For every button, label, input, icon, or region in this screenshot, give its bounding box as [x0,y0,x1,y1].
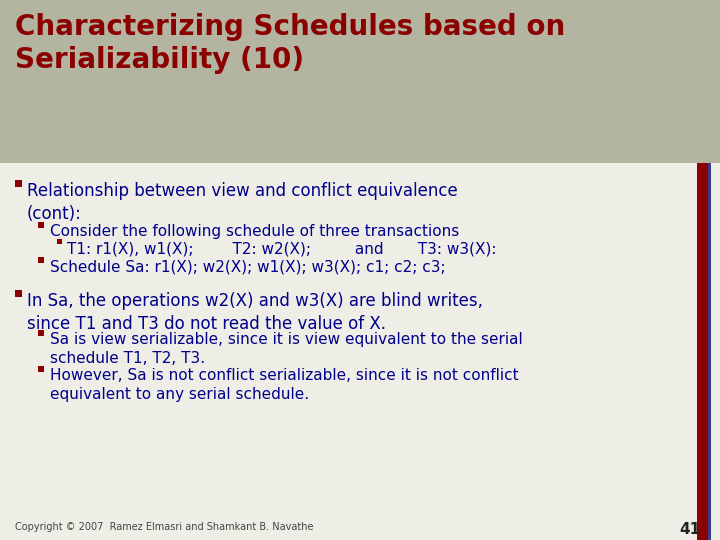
Bar [15,180,22,187]
Bar [0,0,720,163]
Bar [0,163,720,540]
Text: T1: r1(X), w1(X);        T2: w2(X);         and       T3: w3(X):: T1: r1(X), w1(X); T2: w2(X); and T3: w3(… [67,241,497,256]
Text: Characterizing Schedules based on
Serializability (10): Characterizing Schedules based on Serial… [15,13,565,75]
Bar [708,163,711,540]
Bar [38,257,44,263]
Text: 41: 41 [679,522,700,537]
Text: However, Sa is not conflict serializable, since it is not conflict
equivalent to: However, Sa is not conflict serializable… [50,368,518,402]
Bar [57,239,62,244]
Bar [38,330,44,336]
Text: Schedule Sa: r1(X); w2(X); w1(X); w3(X); c1; c2; c3;: Schedule Sa: r1(X); w2(X); w1(X); w3(X);… [50,259,446,274]
Text: In Sa, the operations w2(X) and w3(X) are blind writes,
since T1 and T3 do not r: In Sa, the operations w2(X) and w3(X) ar… [27,292,483,333]
Text: Sa is view serializable, since it is view equivalent to the serial
schedule T1, : Sa is view serializable, since it is vie… [50,332,523,366]
Text: Copyright © 2007  Ramez Elmasri and Shamkant B. Navathe: Copyright © 2007 Ramez Elmasri and Shamk… [15,522,313,532]
Text: Consider the following schedule of three transactions: Consider the following schedule of three… [50,224,459,239]
Bar [15,290,22,297]
Bar [697,163,708,540]
Text: Relationship between view and conflict equivalence
(cont):: Relationship between view and conflict e… [27,182,458,223]
Bar [38,222,44,228]
Bar [38,366,44,372]
